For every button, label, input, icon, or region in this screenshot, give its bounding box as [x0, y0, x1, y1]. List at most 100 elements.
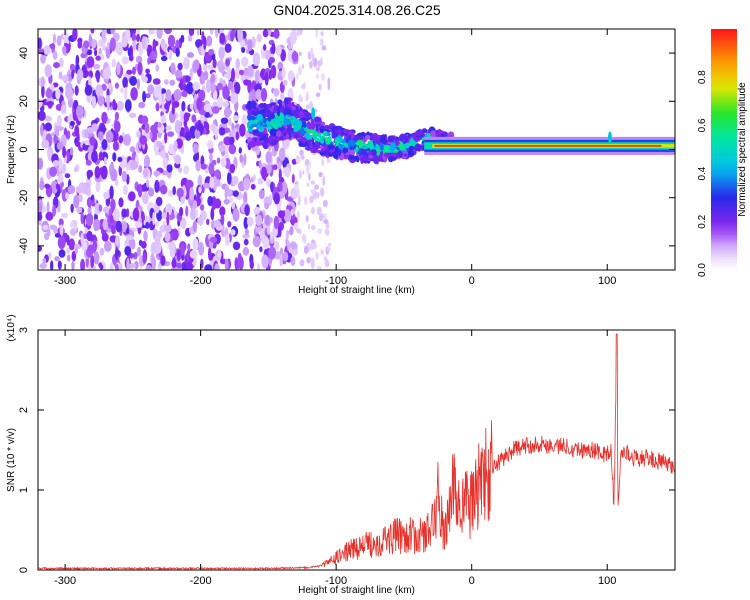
spectrogram-cell — [49, 166, 57, 177]
spectrogram-cell — [151, 256, 156, 270]
spectrogram-cell — [173, 89, 182, 101]
spectrogram-cell — [327, 144, 335, 151]
spectrogram-cell — [77, 40, 83, 49]
spectrogram-cell — [88, 34, 93, 47]
spectrogram-cell — [290, 187, 299, 199]
spectrogram-cell — [40, 123, 44, 137]
spectrogram-cell — [258, 160, 262, 169]
spectrogram-cell — [57, 236, 66, 250]
spectrogram-cell — [239, 154, 244, 163]
spectrogram-cell — [109, 213, 113, 224]
spectrogram-cell — [244, 204, 250, 217]
spectrogram-cell — [155, 64, 160, 72]
spectrogram-cell — [86, 169, 94, 178]
spectrogram-cell — [233, 81, 241, 95]
spectrogram-cell — [176, 262, 183, 269]
spectrogram-cell — [246, 65, 254, 78]
spectrogram-cell — [301, 136, 308, 143]
spectrogram-cell — [243, 176, 251, 191]
spectrogram-cell — [97, 130, 104, 141]
spectrogram-cell — [64, 173, 71, 179]
spectrogram-cell — [217, 251, 222, 258]
spectrogram-cell — [320, 73, 325, 81]
spectrogram-cell — [222, 85, 230, 100]
spectrogram-cell — [183, 112, 190, 122]
spectrogram-cell — [363, 156, 370, 161]
spectrogram-cell — [235, 67, 241, 80]
spectrogram-cell — [226, 189, 233, 197]
spectrogram-cell — [114, 120, 121, 133]
spectrogram-cell — [136, 78, 140, 90]
spectrogram-cell — [365, 152, 369, 158]
spectrogram-cell — [242, 246, 250, 256]
spectrogram-cell — [214, 198, 222, 209]
spectrogram-cell — [218, 46, 225, 60]
spectrogram-cell — [289, 31, 297, 45]
spectrogram-cell — [274, 118, 282, 124]
colorbar-tick-label: 0.0 — [697, 263, 708, 277]
spectrogram-cell — [308, 172, 311, 181]
spectrogram-cell — [283, 118, 291, 126]
spectrogram-cell — [224, 234, 230, 247]
spectrogram-cell — [318, 172, 323, 178]
spectrogram-cell — [203, 182, 211, 189]
spectrogram-cell — [128, 191, 136, 202]
spectrogram-cell — [71, 250, 77, 262]
spectrogram-cell — [215, 29, 219, 39]
spectrogram-cell — [276, 130, 282, 137]
snr-line — [38, 333, 675, 570]
spectrogram-cell — [50, 180, 59, 194]
spectrogram-cell — [356, 132, 365, 137]
spectrogram-cell — [174, 112, 179, 119]
spectrogram-cell — [290, 208, 294, 216]
spectrogram-cell — [283, 97, 289, 105]
spectrogram-cell — [226, 171, 232, 185]
spectrogram-cell — [65, 87, 74, 100]
spectrogram-cell — [80, 232, 84, 246]
spectrogram-cell — [239, 69, 245, 76]
spectrogram-cell — [75, 54, 80, 66]
spectrogram-cell — [380, 134, 387, 142]
spectrogram-cell — [130, 160, 138, 170]
spectrogram-cell — [219, 32, 226, 44]
spectrogram-cell — [69, 63, 75, 71]
spectrogram-cell — [210, 74, 216, 83]
spectrogram-cell — [111, 130, 119, 142]
spectrogram-cell — [269, 217, 273, 223]
spectrogram-spike — [311, 107, 316, 120]
spectrogram-cell — [110, 29, 116, 35]
spectrogram-cell — [298, 229, 302, 235]
spectrogram-cell — [325, 125, 333, 129]
spectrogram-cell — [258, 77, 263, 84]
spectrogram-cell — [132, 207, 140, 222]
spectrogram-cell — [252, 235, 261, 248]
spectrogram-cell — [49, 43, 56, 49]
spectrogram-cell — [338, 149, 341, 157]
spectrogram-cell — [91, 150, 98, 163]
spectrogram-cell — [165, 203, 173, 216]
spectrogram-cell — [301, 84, 306, 90]
spectrogram-cell — [171, 266, 178, 270]
spectrogram-cell — [58, 218, 64, 227]
spectrogram-cell — [192, 143, 199, 154]
spectrogram-cell — [256, 113, 263, 121]
spectrogram-cell — [173, 140, 178, 152]
spectrogram-cell — [142, 252, 147, 264]
spectrogram-cell — [199, 204, 205, 211]
spectrogram-cell — [241, 47, 246, 53]
spectrogram-cell — [97, 95, 105, 106]
spectrogram-cell — [430, 130, 436, 138]
spectrogram-cell — [197, 174, 203, 188]
spectrogram-cell — [260, 88, 268, 102]
spectrogram-cell — [319, 151, 327, 156]
spectrogram-cell — [43, 45, 51, 55]
spectrogram-cell — [129, 76, 137, 86]
spectrogram-cell — [320, 31, 324, 37]
spectrogram-cell — [230, 92, 239, 105]
spectrogram-cell — [39, 263, 48, 269]
spectrogram-cell — [238, 256, 244, 270]
spectrogram-cell — [44, 64, 52, 78]
spectrogram-cell — [44, 115, 52, 122]
spectrogram-cell — [76, 68, 84, 81]
spectrogram-cell — [98, 39, 106, 48]
